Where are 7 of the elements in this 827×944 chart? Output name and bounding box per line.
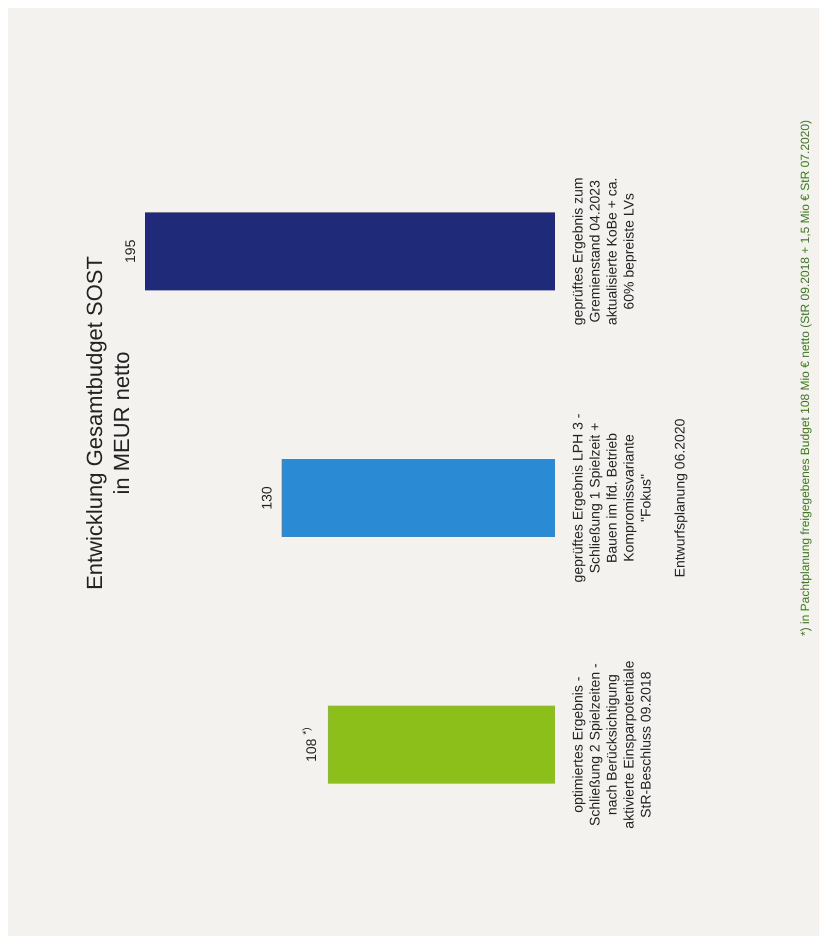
category-label: geprüftes Ergebnis LPH 3 - Schließung 1 Spielzeit + Bauen im lfd. Betrieb Kompromissvariante "Fokus" Entwurfsplanung 06.2020	[570, 414, 688, 582]
data-label: 130	[258, 486, 275, 510]
y-tick-label: geprüftes Ergebnis zum Gremienstand 04.2023 aktualisierte KoBe + ca. 60% bepreiste LVs	[570, 177, 636, 326]
data-label: 108 *)	[301, 727, 319, 762]
data-label: 195	[122, 239, 138, 264]
text: *) in Pachtplanung freigegebenes Budget 108 Mio € netto (StR 09.2018 + 1,5 Mio € StR 07.2020)	[798, 120, 812, 636]
y-tick-label: optimiertes Ergebnis - Schließung 2 Spielzeiten - nach Berücksichtigung aktivierte Einsparpotentiale StR-Beschluss 09.2018	[570, 660, 654, 829]
